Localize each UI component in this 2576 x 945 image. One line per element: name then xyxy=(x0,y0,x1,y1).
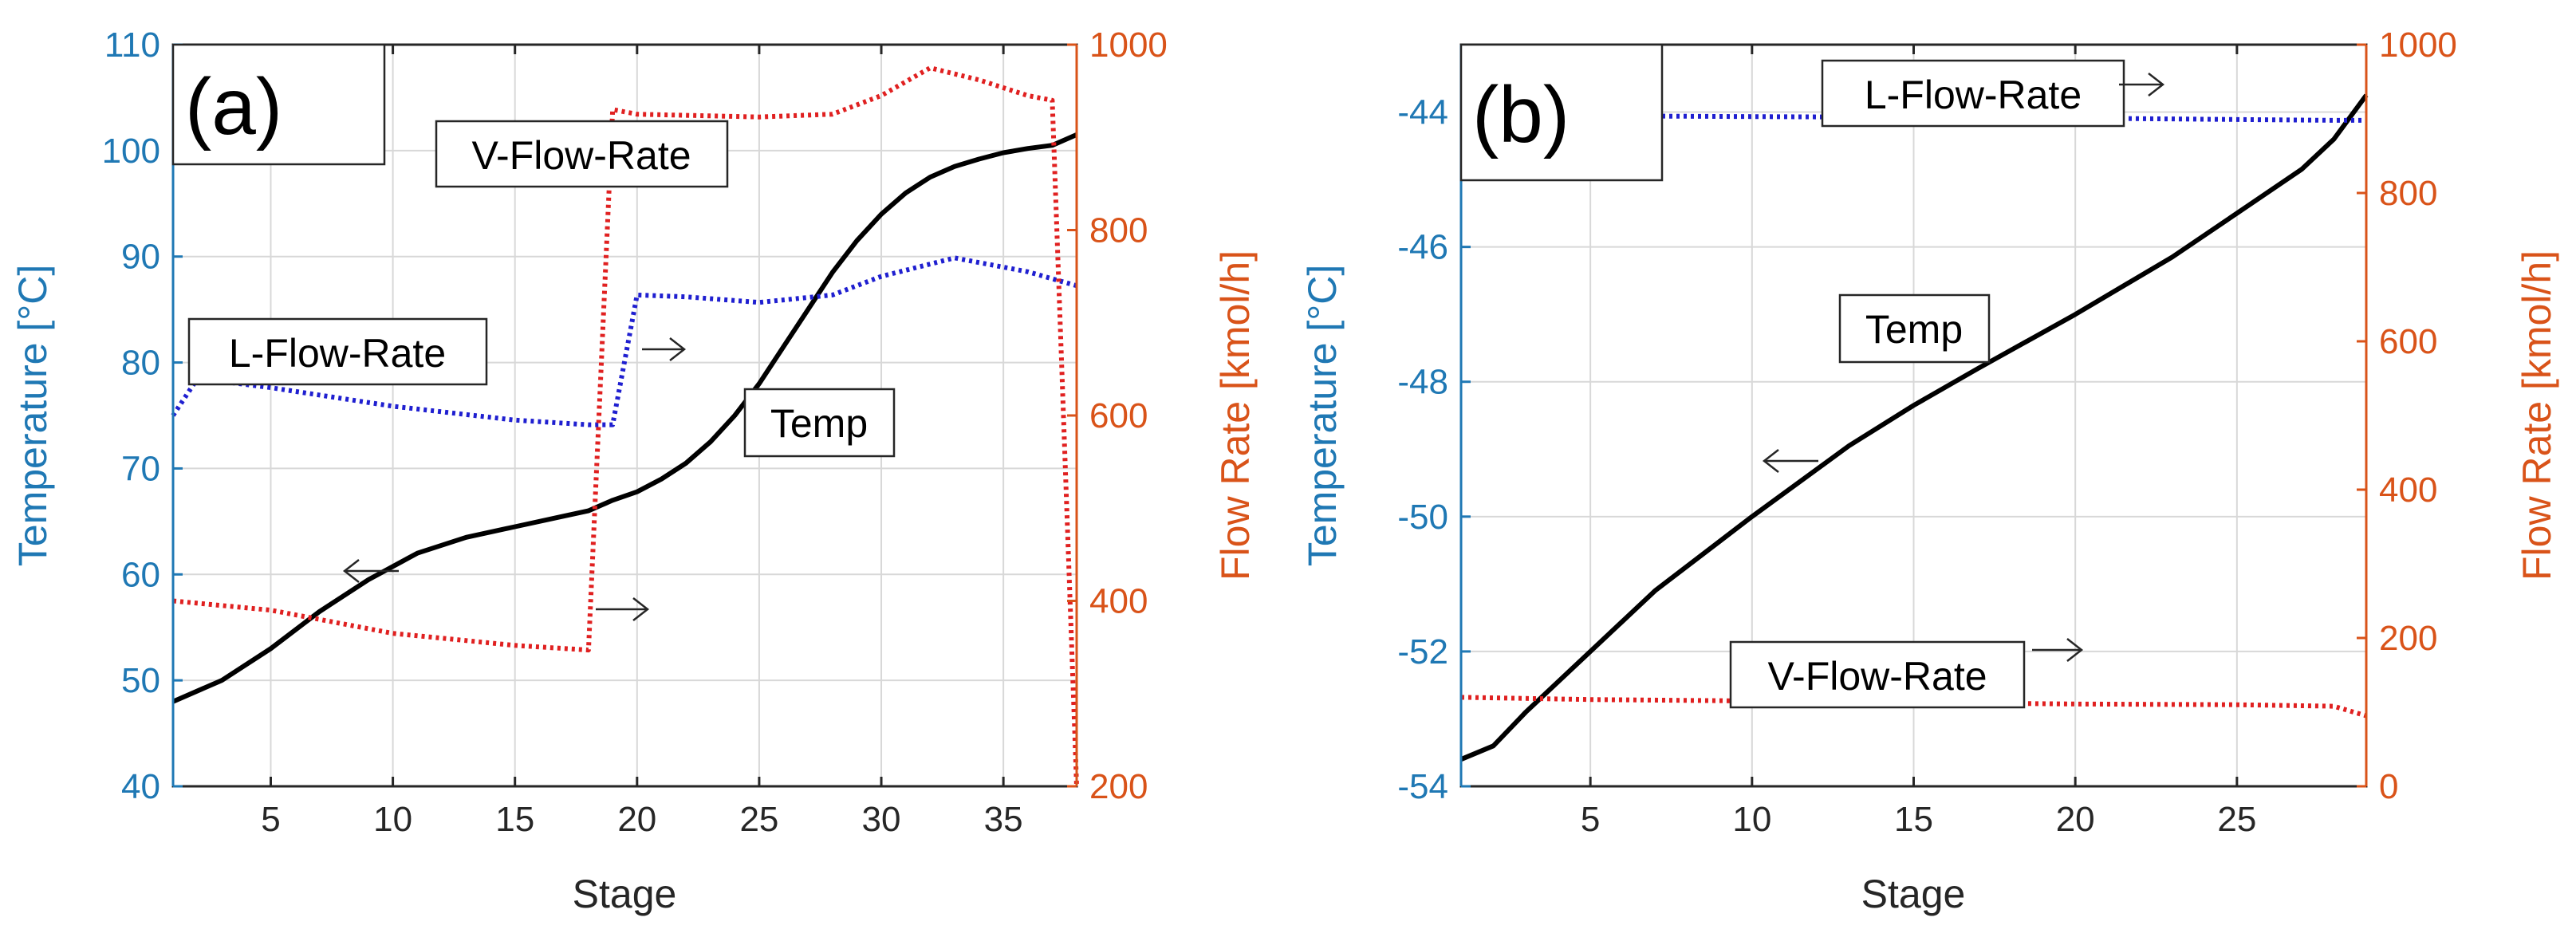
x-tick-label: 5 xyxy=(1581,800,1600,839)
y-tick-label-right: 600 xyxy=(1089,396,1148,435)
arrow-right-icon xyxy=(2119,73,2165,96)
y-tick-label-right: 1000 xyxy=(1089,26,1168,65)
y-tick-label-left: 40 xyxy=(121,767,160,806)
panel-a: 5 10 15 20 25 30 35 40 50 60 70 80 90 100 110 200 400 600… xyxy=(10,26,1258,916)
y-tick-label-right: 800 xyxy=(1089,211,1148,250)
x-tick-label: 20 xyxy=(617,800,656,839)
annotation-box xyxy=(743,388,896,458)
annotation-arrows-b xyxy=(1762,73,2165,662)
arrow-right-icon xyxy=(596,597,650,621)
series-line-temp xyxy=(1459,93,2369,762)
x-tick-label: 5 xyxy=(261,800,280,839)
y-tick-label-left: 90 xyxy=(121,238,160,277)
y-tick-label-left: 110 xyxy=(104,26,160,65)
x-tick-label: 25 xyxy=(739,800,778,839)
y-tick-label-left: -50 xyxy=(1397,498,1448,537)
x-tick-label: 30 xyxy=(862,800,901,839)
panel-b-label-box xyxy=(1459,43,1664,182)
y-tick-label-left: -46 xyxy=(1397,228,1448,267)
x-tick-label: 20 xyxy=(2056,800,2095,839)
arrow-right-icon xyxy=(2032,638,2084,662)
annotation-box xyxy=(1821,59,2125,128)
panel-a-label: (a) xyxy=(185,62,282,152)
annotation-box xyxy=(1729,640,2026,709)
panel-b-label: (b) xyxy=(1472,70,1570,159)
annotation-box xyxy=(435,120,729,188)
y-tick-label-right: 200 xyxy=(1089,767,1148,806)
annotation-l-flow-rate-b: L-Flow-Rate xyxy=(1865,73,2082,117)
y-tick-label-left: 50 xyxy=(121,661,160,700)
annotation-arrows-a xyxy=(342,337,687,621)
panel-b-ticks: 5 10 15 20 25 -54 -52 -50 -48 -46 -44 0 200 400 600 800… xyxy=(1397,26,2456,839)
annotation-v-flow-rate-a: V-Flow-Rate xyxy=(471,133,691,178)
y-axis-label-left-a: Temperature [°C] xyxy=(10,265,55,566)
y-tick-label-left: 70 xyxy=(121,449,160,488)
annotation-l-flow-rate-a: L-Flow-Rate xyxy=(229,331,446,376)
arrow-right-icon xyxy=(642,337,687,361)
annotation-temp-a: Temp xyxy=(770,401,868,446)
x-tick-label: 35 xyxy=(984,800,1023,839)
x-tick-label: 25 xyxy=(2217,800,2256,839)
annotation-box xyxy=(187,317,488,386)
arrow-left-icon xyxy=(342,559,399,583)
arrow-left-icon xyxy=(1762,449,1818,473)
y-axis-label-right-b: Flow Rate [kmol/h] xyxy=(2515,250,2559,581)
x-axis-label-a: Stage xyxy=(573,872,677,916)
y-tick-label-left: 80 xyxy=(121,344,160,383)
y-tick-label-left: -54 xyxy=(1397,767,1448,806)
x-tick-label: 10 xyxy=(373,800,412,839)
panel-a-series xyxy=(171,65,1079,787)
x-tick-label: 15 xyxy=(495,800,534,839)
x-tick-label: 15 xyxy=(1894,800,1933,839)
y-tick-label-right: 800 xyxy=(2379,174,2437,213)
series-line-temp xyxy=(171,132,1078,704)
series-line-v-flow-rate xyxy=(172,65,1079,787)
y-tick-label-right: 200 xyxy=(2379,619,2437,658)
annotation-temp-b: Temp xyxy=(1865,307,1963,352)
x-axis-label-b: Stage xyxy=(1861,872,1966,916)
y-tick-label-left: 60 xyxy=(121,555,160,594)
panel-a-ticks: 5 10 15 20 25 30 35 40 50 60 70 80 90 100 110 200 400 600… xyxy=(102,26,1168,839)
y-axis-label-right-a: Flow Rate [kmol/h] xyxy=(1213,250,1258,581)
y-tick-label-left: -52 xyxy=(1397,632,1448,671)
annotation-v-flow-rate-b: V-Flow-Rate xyxy=(1767,654,1987,699)
y-tick-label-left: 100 xyxy=(102,132,160,171)
y-tick-label-left: -44 xyxy=(1397,93,1448,132)
y-tick-label-right: 400 xyxy=(2379,471,2437,510)
panel-b: 5 10 15 20 25 -54 -52 -50 -48 -46 -44 0 200 400 600 800… xyxy=(1300,26,2559,916)
x-tick-label: 10 xyxy=(1732,800,1771,839)
annotation-box xyxy=(1838,293,1991,364)
y-tick-label-left: -48 xyxy=(1397,363,1448,402)
series-line-l-flow-rate xyxy=(171,255,1077,427)
y-tick-label-right: 1000 xyxy=(2379,26,2457,65)
panel-a-label-box xyxy=(171,43,386,166)
y-axis-label-left-b: Temperature [°C] xyxy=(1300,265,1345,566)
y-tick-label-right: 0 xyxy=(2379,767,2398,806)
y-tick-label-right: 600 xyxy=(2379,322,2437,361)
y-tick-label-right: 400 xyxy=(1089,582,1148,621)
